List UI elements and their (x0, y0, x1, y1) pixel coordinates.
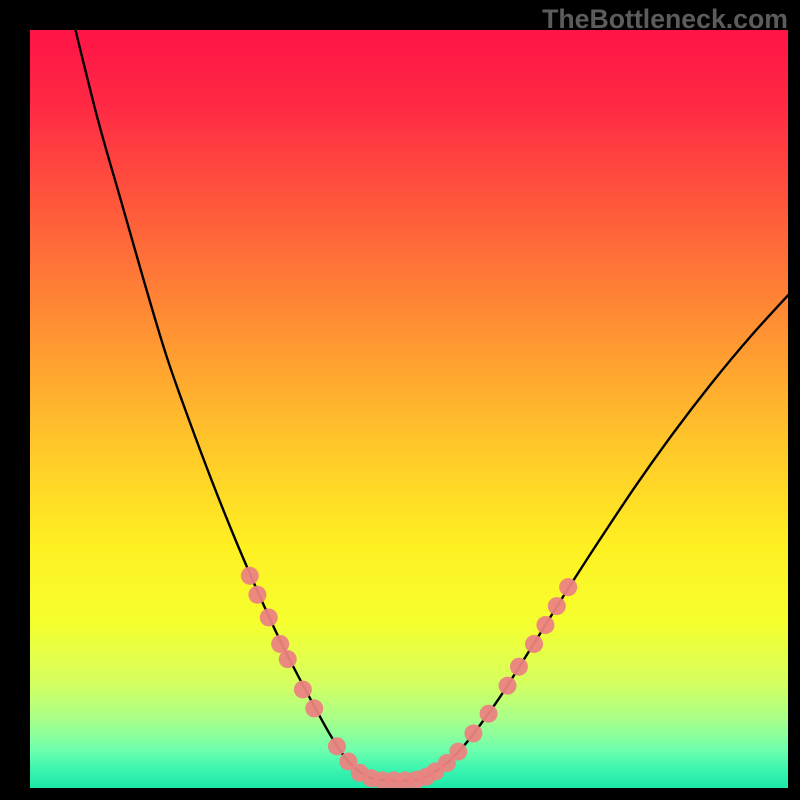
plot-area (30, 30, 788, 788)
chart-container: TheBottleneck.com (0, 0, 800, 800)
gradient-background (30, 30, 788, 788)
